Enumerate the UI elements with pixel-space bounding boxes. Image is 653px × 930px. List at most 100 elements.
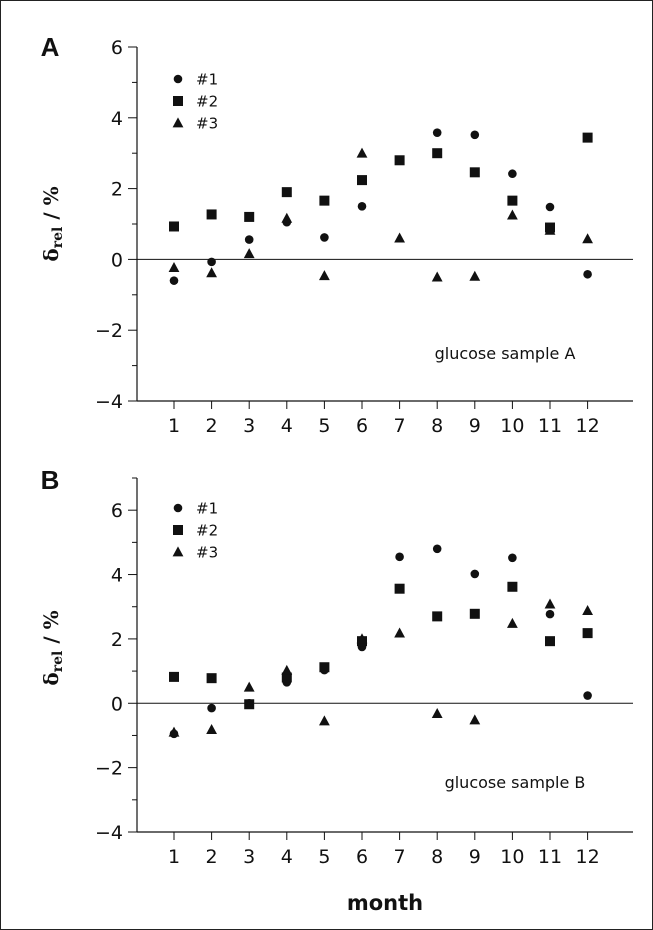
x-tick-label: 10 xyxy=(500,846,524,868)
legend-label: #2 xyxy=(196,93,218,111)
x-tick-label: 11 xyxy=(538,415,562,437)
legend-label: #1 xyxy=(196,500,218,518)
data-point-triangle xyxy=(356,147,368,158)
data-point-triangle xyxy=(168,726,180,737)
data-point-triangle xyxy=(356,633,368,644)
y-tick-label: 2 xyxy=(111,179,123,201)
y-tick-label: 6 xyxy=(111,500,123,522)
y-axis-label: δrel / % xyxy=(39,610,66,685)
x-tick-label: 6 xyxy=(356,415,368,437)
data-point-circle xyxy=(320,233,329,242)
data-point-triangle xyxy=(319,270,330,281)
data-point-triangle xyxy=(582,604,593,615)
data-point-triangle xyxy=(469,714,481,725)
x-tick-label: 12 xyxy=(576,846,600,868)
data-point-square xyxy=(432,611,443,622)
x-tick-label: 4 xyxy=(281,415,293,437)
y-tick-label: 0 xyxy=(111,693,123,715)
legend-marker-circle xyxy=(173,74,183,84)
data-point-square xyxy=(394,155,405,166)
legend-marker-triangle xyxy=(172,546,184,557)
x-tick-label: 9 xyxy=(469,415,481,437)
x-tick-label: 4 xyxy=(281,846,293,868)
y-tick-label: −4 xyxy=(95,391,123,413)
data-point-circle xyxy=(470,130,480,140)
data-point-square xyxy=(319,662,330,673)
data-point-square xyxy=(319,195,330,206)
data-point-circle xyxy=(583,691,592,700)
y-tick-label: 2 xyxy=(111,629,123,651)
panel-annotation: glucose sample B xyxy=(445,773,586,792)
data-point-square xyxy=(432,148,443,159)
legend-label: #3 xyxy=(196,544,218,562)
y-tick-label: −2 xyxy=(95,320,123,342)
legend-label: #1 xyxy=(196,71,218,89)
data-point-triangle xyxy=(507,209,518,220)
y-tick-label: 0 xyxy=(111,249,123,271)
data-point-square xyxy=(582,628,593,639)
data-point-square xyxy=(206,673,217,684)
x-tick-label: 5 xyxy=(318,846,330,868)
data-point-square xyxy=(469,167,480,178)
x-tick-label: 9 xyxy=(469,846,481,868)
data-point-square xyxy=(169,221,179,232)
data-point-triangle xyxy=(431,707,443,718)
data-point-circle xyxy=(244,235,254,244)
x-tick-label: 12 xyxy=(576,415,600,437)
data-point-circle xyxy=(169,276,179,285)
x-tick-label: 6 xyxy=(356,846,368,868)
data-point-circle xyxy=(545,609,555,619)
x-tick-label: 2 xyxy=(206,846,218,868)
legend-marker-circle xyxy=(173,503,183,513)
x-tick-label: 3 xyxy=(243,846,255,868)
data-point-triangle xyxy=(206,724,217,735)
data-point-circle xyxy=(583,269,592,279)
data-point-square xyxy=(244,699,255,710)
x-tick-label: 5 xyxy=(318,415,330,437)
x-tick-label: 8 xyxy=(431,415,443,437)
data-point-triangle xyxy=(431,271,443,282)
data-point-triangle xyxy=(243,681,255,692)
data-point-triangle xyxy=(168,261,180,272)
x-tick-label: 10 xyxy=(500,415,524,437)
x-axis-label: month xyxy=(347,891,423,915)
x-tick-label: 7 xyxy=(394,846,406,868)
x-tick-label: 3 xyxy=(243,415,255,437)
legend-marker-square xyxy=(173,96,183,106)
data-point-square xyxy=(469,608,480,619)
x-tick-label: 1 xyxy=(168,846,180,868)
data-point-triangle xyxy=(507,617,518,628)
panel-annotation: glucose sample A xyxy=(435,344,576,363)
legend-label: #2 xyxy=(196,522,218,540)
y-axis-label: δrel / % xyxy=(39,186,66,261)
data-point-square xyxy=(507,195,518,206)
data-point-square xyxy=(281,672,292,683)
data-point-circle xyxy=(508,169,517,179)
x-tick-label: 8 xyxy=(431,846,443,868)
y-tick-label: −4 xyxy=(95,822,123,844)
data-point-circle xyxy=(207,703,216,713)
data-point-triangle xyxy=(281,664,293,675)
y-tick-label: 6 xyxy=(111,37,123,59)
data-point-triangle xyxy=(394,627,405,638)
data-point-square xyxy=(507,581,518,592)
data-point-circle xyxy=(470,569,480,579)
data-point-circle xyxy=(545,202,555,212)
data-point-circle xyxy=(357,202,367,211)
data-point-triangle xyxy=(469,270,481,281)
y-tick-label: −2 xyxy=(95,758,123,780)
x-tick-label: 7 xyxy=(394,415,406,437)
legend-marker-square xyxy=(173,525,183,535)
data-point-square xyxy=(394,583,405,594)
data-point-triangle xyxy=(206,267,217,278)
data-point-triangle xyxy=(243,248,255,259)
data-point-triangle xyxy=(394,232,405,243)
data-point-square xyxy=(206,209,217,220)
data-point-circle xyxy=(508,553,517,563)
panel-letter: B xyxy=(41,465,60,495)
data-point-square xyxy=(169,671,179,682)
data-point-square xyxy=(582,132,593,143)
